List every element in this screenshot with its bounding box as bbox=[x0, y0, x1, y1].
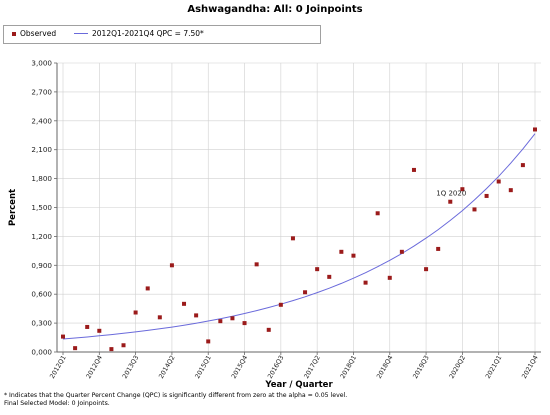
observed-point bbox=[327, 274, 332, 279]
observed-marker-icon bbox=[12, 31, 16, 36]
observed-point bbox=[375, 211, 380, 216]
observed-point bbox=[339, 249, 344, 254]
fit-line-icon bbox=[74, 33, 88, 34]
observed-point bbox=[230, 316, 235, 321]
observed-point bbox=[484, 193, 489, 198]
chart-title: Ashwagandha: All: 0 Joinpoints bbox=[187, 4, 363, 15]
observed-point bbox=[97, 328, 102, 333]
observed-point bbox=[460, 187, 465, 192]
y-tick-label: 0,900 bbox=[31, 261, 52, 270]
observed-point bbox=[533, 127, 537, 132]
observed-point bbox=[73, 346, 78, 351]
x-tick-label: 2012Q1 bbox=[48, 354, 68, 380]
observed-point bbox=[315, 267, 320, 272]
observed-point bbox=[61, 334, 65, 339]
observed-point bbox=[242, 321, 247, 326]
y-tick-label: 0,600 bbox=[31, 290, 52, 299]
y-tick-label: 3,000 bbox=[31, 59, 52, 68]
x-tick-label: 2014Q2 bbox=[157, 354, 177, 380]
observed-point bbox=[290, 236, 295, 241]
observed-point bbox=[448, 199, 453, 204]
observed-point bbox=[206, 339, 211, 344]
x-tick-label: 2021Q1 bbox=[484, 354, 504, 380]
x-tick-label: 2013Q3 bbox=[121, 354, 141, 380]
observed-point bbox=[218, 319, 223, 324]
observed-point bbox=[169, 263, 174, 268]
observed-point bbox=[194, 313, 199, 318]
observed-point bbox=[278, 302, 283, 307]
observed-point bbox=[351, 253, 356, 258]
y-tick-label: 0,000 bbox=[31, 348, 52, 357]
observed-point bbox=[157, 315, 162, 320]
observed-point bbox=[508, 188, 513, 193]
legend-observed: Observed bbox=[12, 29, 56, 38]
x-tick-label: 2015Q4 bbox=[230, 354, 250, 380]
legend: Observed 2012Q1-2021Q4 QPC = 7.50* bbox=[3, 25, 321, 44]
x-tick-label: 2017Q2 bbox=[302, 354, 322, 380]
x-tick-label: 2019Q3 bbox=[411, 354, 431, 380]
observed-point bbox=[472, 207, 477, 212]
observed-point bbox=[182, 301, 187, 306]
x-tick-label: 2015Q1 bbox=[193, 354, 213, 380]
observed-point bbox=[411, 167, 416, 172]
footnote: * Indicates that the Quarter Percent Cha… bbox=[4, 392, 347, 408]
legend-observed-label: Observed bbox=[20, 29, 57, 38]
legend-fit-label: 2012Q1-2021Q4 QPC = 7.50* bbox=[92, 29, 204, 38]
footnote-model-note: Final Selected Model: 0 Joinpoints. bbox=[4, 400, 110, 407]
observed-point bbox=[303, 290, 308, 295]
y-tick-label: 1,200 bbox=[31, 232, 52, 241]
observed-point bbox=[496, 179, 501, 184]
y-tick-label: 0,300 bbox=[31, 319, 52, 328]
x-tick-label: 2018Q1 bbox=[339, 354, 359, 380]
observed-point bbox=[121, 343, 126, 348]
observed-point bbox=[254, 262, 259, 267]
observed-point bbox=[145, 286, 150, 291]
x-tick-label: 2012Q4 bbox=[84, 354, 104, 380]
chart-plot: 0,000 0,300 0,600 0,900 1,200 1,500 1,800 2,100… bbox=[8, 59, 541, 390]
y-tick-label: 2,100 bbox=[31, 145, 52, 154]
x-tick-label: 2020Q2 bbox=[448, 354, 468, 380]
y-tick-label: 1,800 bbox=[31, 174, 52, 183]
observed-point bbox=[520, 163, 525, 168]
footnote-qpc-note: * Indicates that the Quarter Percent Cha… bbox=[4, 392, 348, 399]
observed-point bbox=[363, 280, 368, 285]
y-tick-label: 2,400 bbox=[31, 116, 52, 125]
observed-point bbox=[85, 324, 90, 329]
x-tick-label: 2018Q4 bbox=[375, 354, 395, 380]
y-tick-label: 1,500 bbox=[31, 203, 52, 212]
observed-point bbox=[436, 246, 441, 251]
observed-point bbox=[133, 310, 138, 315]
observed-point bbox=[399, 249, 404, 254]
y-axis-title: Percent bbox=[8, 189, 18, 226]
observed-point bbox=[387, 275, 392, 280]
x-tick-label: 2021Q4 bbox=[520, 354, 540, 380]
y-tick-label: 2,700 bbox=[31, 87, 52, 96]
x-tick-label: 2016Q3 bbox=[266, 354, 286, 380]
x-axis-title: Year / Quarter bbox=[264, 380, 333, 390]
legend-fit: 2012Q1-2021Q4 QPC = 7.50* bbox=[74, 29, 204, 38]
observed-point bbox=[266, 327, 271, 332]
fit-line bbox=[62, 133, 536, 340]
observed-point bbox=[424, 267, 429, 272]
annotation-label: 1Q 2020 bbox=[436, 190, 466, 198]
observed-point bbox=[109, 347, 114, 352]
